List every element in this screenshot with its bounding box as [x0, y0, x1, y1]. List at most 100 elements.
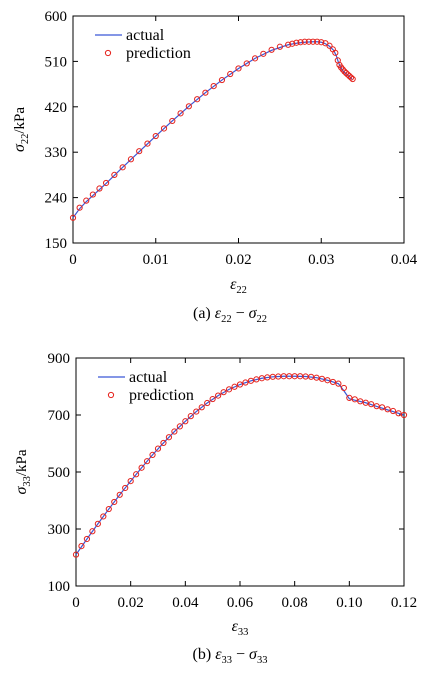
chart-1-prediction-point [346, 72, 353, 80]
chart-1-prediction-point [194, 96, 201, 103]
chart-1-prediction-point [103, 179, 110, 187]
chart-1-prediction-point [160, 125, 168, 132]
chart-1-prediction-point [347, 74, 355, 81]
chart-1-x-tick-label: 0.04 [391, 252, 418, 268]
chart-2-legend-prediction-label: prediction [129, 387, 194, 404]
chart-2-prediction-point [324, 377, 331, 384]
chart-1-prediction-point [268, 46, 275, 53]
chart-2-prediction-point [242, 379, 249, 386]
chart-2-prediction-point [351, 396, 358, 403]
chart-2-prediction-point [346, 394, 353, 401]
chart-2-x-tick-label: 0.04 [172, 595, 199, 611]
chart-1-prediction-point [136, 148, 143, 155]
chart-1-prediction-point [144, 140, 151, 147]
chart-2-prediction-point [335, 380, 342, 387]
chart-1: 0 0.01 0.02 0.03 0.04 150 240 330 420 510 600 σ22/k… [11, 9, 418, 325]
chart-2-prediction-point [83, 535, 91, 543]
chart-2-x-tick-label: 0 [72, 595, 80, 611]
chart-2-prediction-point [400, 411, 408, 419]
chart-1-prediction-point [301, 38, 308, 45]
chart-1-prediction-point [227, 70, 234, 78]
chart-1-prediction-point [342, 69, 350, 77]
chart-2-prediction-point [133, 471, 140, 478]
chart-2-prediction-point [160, 439, 167, 447]
chart-1-prediction-point [83, 197, 90, 204]
chart-1-prediction-point [89, 191, 96, 198]
chart-1-prediction-point [251, 55, 259, 62]
chart-2-prediction-point [384, 406, 391, 413]
chart-2-prediction-point [318, 375, 326, 382]
chart-1-prediction-point [185, 103, 192, 110]
chart-2-prediction-point [247, 377, 255, 384]
chart-1-prediction-point [297, 39, 304, 46]
chart-2-x-tick-label: 0.02 [118, 595, 144, 611]
chart-1-prediction-point [177, 110, 184, 117]
chart-2-prediction-point [94, 520, 101, 527]
chart-1-prediction-point [332, 49, 339, 56]
chart-2-prediction-point [176, 423, 183, 430]
chart-1-x-tick-label: 0.01 [143, 252, 169, 268]
chart-2-prediction-point [72, 551, 80, 558]
chart-2-prediction-point [138, 464, 145, 471]
chart-2-x-axis-label: ε33 [232, 618, 249, 638]
chart-2-x-tick-label: 0.12 [391, 595, 417, 611]
chart-2: 0 0.02 0.04 0.06 0.08 0.10 0.12 100 300 500 700 900… [13, 351, 417, 666]
chart-1-prediction-point [305, 38, 312, 45]
chart-2-prediction-point [368, 401, 375, 408]
chart-1-prediction-point [119, 164, 126, 171]
chart-1-prediction-point [111, 171, 118, 178]
chart-1-prediction-point [326, 42, 333, 49]
chart-1-prediction-point [127, 156, 135, 163]
chart-1-prediction-point [309, 38, 317, 45]
chart-2-y-axis-label: σ33/kPa [13, 449, 33, 494]
chart-2-prediction-point [187, 413, 194, 420]
chart-1-x-axis-label: ε22 [230, 276, 247, 296]
chart-1-prediction-point [341, 68, 348, 75]
chart-1-prediction-point [69, 214, 77, 221]
chart-1-y-tick-label: 330 [45, 145, 68, 161]
chart-1-prediction-point [152, 132, 159, 140]
chart-1-prediction-point [96, 185, 103, 192]
chart-2-prediction-point [105, 505, 112, 513]
chart-2-prediction-point [193, 408, 200, 415]
chart-1-y-axis-label: σ22/kPa [11, 107, 31, 152]
chart-1-prediction-point [289, 40, 296, 47]
chart-2-prediction-point [204, 399, 211, 407]
chart-2-prediction-point [165, 434, 173, 441]
chart-2-y-tick-label: 300 [48, 522, 71, 538]
chart-2-prediction-point [340, 384, 347, 392]
chart-2-plot-frame [75, 357, 405, 587]
chart-2-prediction-point [100, 513, 107, 520]
chart-2-legend-marker-swatch [107, 391, 115, 399]
chart-2-x-tick-label: 0.10 [336, 595, 362, 611]
chart-1-series-actual-line [72, 41, 353, 219]
chart-1-y-tick-label: 510 [45, 54, 68, 70]
chart-1-prediction-point [285, 41, 292, 48]
chart-2-prediction-point [143, 458, 151, 465]
chart-2-prediction-point [215, 392, 222, 399]
chart-1-caption: (a) ε22 − σ22 [193, 305, 267, 325]
chart-2-prediction-point [236, 381, 244, 388]
chart-2-y-tick-label: 700 [48, 408, 71, 424]
chart-1-prediction-point [344, 71, 351, 78]
chart-2-prediction-point [149, 451, 156, 458]
chart-2-prediction-point [231, 383, 238, 390]
chart-2-x-tick-label: 0.06 [227, 595, 254, 611]
chart-1-prediction-point [210, 83, 217, 90]
chart-1-legend-prediction-label: prediction [126, 45, 191, 62]
chart-2-prediction-point [362, 399, 369, 406]
chart-1-prediction-point [276, 43, 283, 50]
chart-2-legend-actual-label: actual [129, 369, 168, 386]
chart-1-prediction-point [260, 50, 267, 57]
chart-2-prediction-point [122, 484, 129, 492]
chart-1-y-tick-label: 150 [45, 236, 68, 252]
chart-2-prediction-point [111, 498, 118, 506]
chart-1-prediction-point [235, 65, 242, 72]
chart-2-prediction-point [220, 389, 227, 396]
chart-1-prediction-point [318, 39, 325, 46]
chart-2-prediction-point [78, 543, 85, 550]
chart-1-prediction-point [202, 89, 209, 96]
chart-1-legend-actual-label: actual [126, 27, 165, 44]
chart-2-prediction-point [357, 398, 364, 405]
